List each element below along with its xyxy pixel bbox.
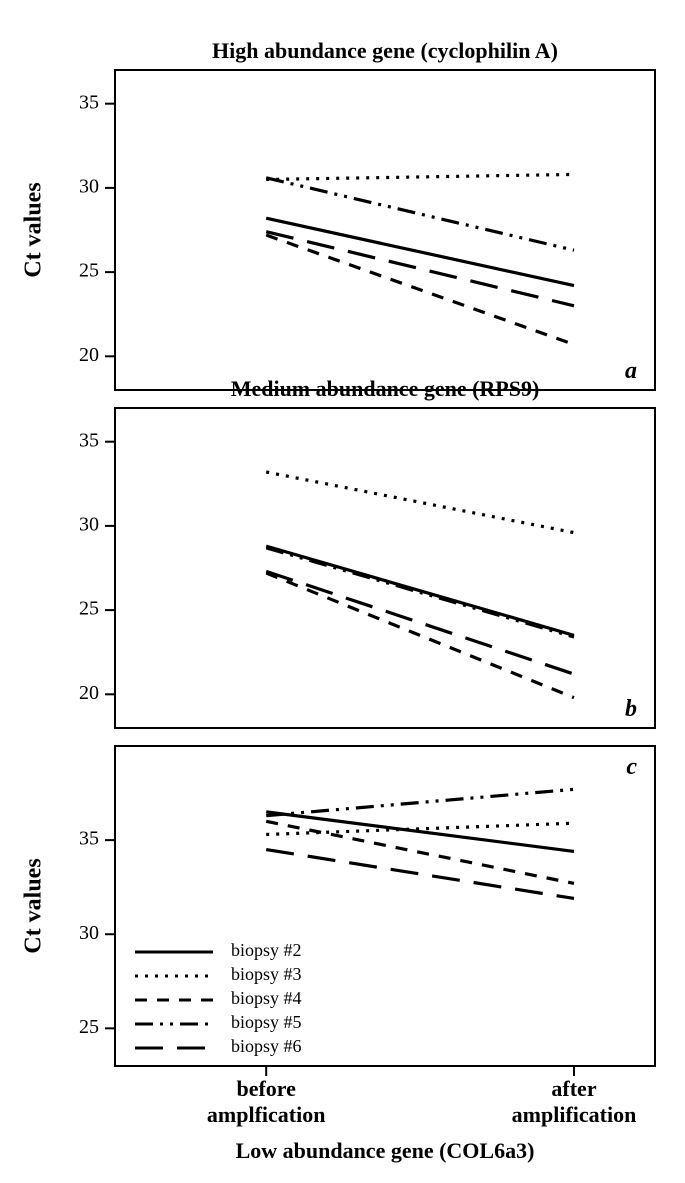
chart-svg: 20 25 30 35 Ct values High abundance gene (cy… bbox=[0, 0, 685, 1183]
chart-background bbox=[0, 0, 685, 1183]
y-tick-label: 20 bbox=[79, 344, 99, 366]
x-tick-label: before bbox=[236, 1076, 296, 1101]
x-tick-label: after bbox=[551, 1076, 596, 1101]
figure-container: 20 25 30 35 Ct values High abundance gene (cy… bbox=[0, 0, 685, 1183]
panel-label-b: b bbox=[625, 696, 637, 722]
legend-label-2: biopsy #4 bbox=[231, 988, 302, 1008]
y-tick-label: 30 bbox=[79, 922, 99, 944]
x-tick-label: amplfication bbox=[207, 1102, 326, 1127]
panel-c-title: Low abundance gene (COL6a3) bbox=[236, 1138, 535, 1163]
y-tick-label: 35 bbox=[79, 828, 99, 850]
y-tick-label: 35 bbox=[79, 429, 99, 451]
panel-label-a: a bbox=[625, 358, 637, 384]
y-tick-label: 35 bbox=[79, 91, 99, 113]
panel-a-title: High abundance gene (cyclophilin A) bbox=[212, 38, 558, 63]
legend-label-4: biopsy #6 bbox=[231, 1036, 302, 1056]
y-tick-label: 30 bbox=[79, 175, 99, 197]
x-tick-label: amplification bbox=[512, 1102, 637, 1127]
y-axis-label: Ct values bbox=[21, 858, 47, 953]
y-tick-label: 25 bbox=[79, 598, 99, 620]
legend-label-1: biopsy #3 bbox=[231, 964, 302, 984]
y-tick-label: 30 bbox=[79, 513, 99, 535]
y-tick-label: 20 bbox=[79, 682, 99, 704]
legend-label-0: biopsy #2 bbox=[231, 940, 302, 960]
y-axis-label: Ct values bbox=[21, 182, 47, 277]
y-tick-label: 25 bbox=[79, 260, 99, 282]
y-tick-label: 25 bbox=[79, 1016, 99, 1038]
legend-label-3: biopsy #5 bbox=[231, 1012, 302, 1032]
panel-b-title: Medium abundance gene (RPS9) bbox=[231, 376, 540, 401]
panel-label-c: c bbox=[626, 754, 637, 780]
